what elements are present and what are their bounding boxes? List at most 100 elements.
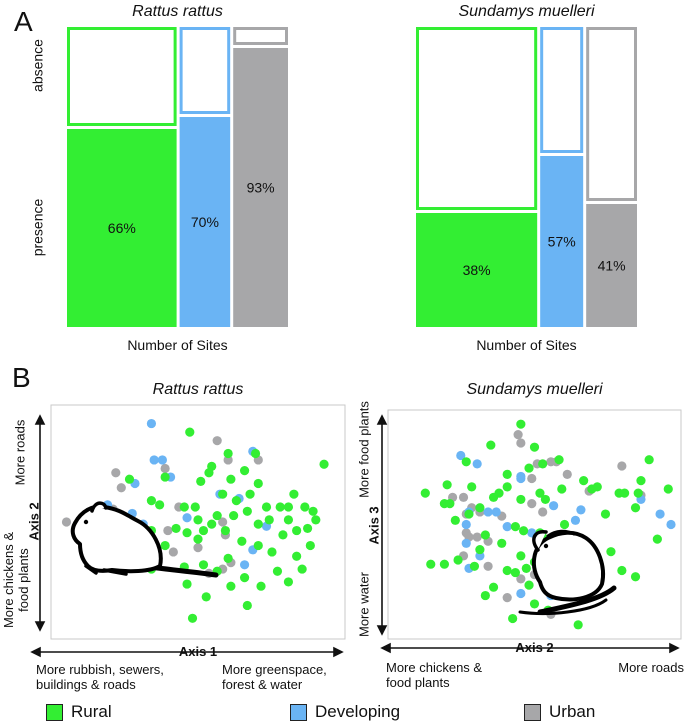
sundamys-point-developing [483, 507, 493, 517]
sundamys-point-rural [606, 547, 616, 557]
sundamys-x-arrow-right-head [669, 642, 680, 654]
legend-developing: Developing [290, 700, 400, 724]
sundamys-point-rural [516, 494, 526, 505]
sundamys-x-arrow-left-head [380, 642, 391, 654]
sundamys-point-rural [516, 551, 526, 561]
rattus-point-rural [245, 489, 255, 499]
sundamys-point-urban [472, 532, 482, 542]
rattus-x-arrow-left-head [30, 646, 41, 658]
sundamys-point-rural [442, 480, 452, 490]
sundamys-point-rural [510, 521, 520, 532]
mosaic-rattus-rural-percent-label: 66% [108, 220, 136, 236]
sundamys-point-urban [527, 473, 537, 484]
rattus-point-urban [193, 543, 203, 553]
rattus-point-rural [160, 540, 170, 551]
sundamys-point-rural [469, 561, 480, 571]
mosaic-sundamys-developing-presence-block [540, 156, 584, 327]
rattus-x-left-label: More rubbish, sewers, buildings & roads [36, 662, 164, 692]
rattus-point-rural [229, 510, 239, 521]
sundamys-mosaic-xlabel: Number of Sites [476, 337, 577, 353]
sundamys-point-urban [527, 499, 537, 509]
rattus-point-rural [250, 448, 261, 459]
sundamys-x-right-label: More roads [618, 660, 684, 675]
rattus-point-urban [218, 517, 228, 527]
sundamys-point-rural [445, 499, 455, 509]
rattus-scatter-title: Rattus rattus [152, 381, 244, 398]
sundamys-point-rural [521, 563, 531, 573]
rattus-point-rural [283, 577, 294, 587]
sundamys-point-developing [666, 519, 676, 530]
rattus-point-rural [155, 500, 165, 510]
legend-urban-label: Urban [549, 702, 596, 721]
mosaic-rattus-urban-absence-block [233, 27, 288, 45]
sundamys-point-developing [491, 507, 501, 517]
sundamys-point-rural [538, 459, 548, 469]
rattus-point-rural [201, 592, 211, 602]
rattus-point-rural [275, 502, 285, 512]
mosaic-layer: 66% 70% 93% 38% 57% 41% [67, 27, 638, 327]
mosaic-rattus-developing-presence-block [179, 117, 231, 327]
mosaic-sundamys-developing-percent-label: 57% [548, 234, 576, 250]
sundamys-scatter-frame [387, 409, 682, 640]
sundamys-x-left-label: More chickens & food plants [386, 660, 483, 690]
sundamys-point-rural [467, 482, 477, 492]
sundamys-point-rural [488, 492, 499, 502]
rattus-y-arrow-bottom-head [34, 621, 46, 632]
legend-rural-label: Rural [71, 702, 112, 721]
sundamys-point-rural [439, 559, 450, 569]
sundamys-point-rural [502, 482, 512, 492]
panel-b-letter: B [12, 362, 31, 393]
rattus-point-rural [311, 515, 321, 525]
rattus-point-rural [261, 502, 272, 512]
rattus-point-rural [204, 468, 214, 478]
sundamys-point-rural [644, 455, 654, 465]
sundamys-y-bottom-label: More water [356, 571, 372, 638]
rattus-point-rural [283, 515, 294, 525]
mosaic-rattus-rural-absence-block [67, 27, 177, 126]
rattus-y-top-label: More roads [12, 419, 28, 486]
rattus-point-urban [116, 483, 126, 493]
sundamys-mosaic-title: Sundamys muelleri [458, 3, 595, 20]
rattus-point-rural [237, 536, 247, 546]
sundamys-point-developing [549, 501, 559, 511]
sundamys-y-arrow-top-head [376, 414, 388, 425]
sundamys-point-urban [516, 574, 526, 584]
rattus-point-rural [218, 489, 228, 499]
sundamys-point-urban [516, 438, 526, 448]
sundamys-y-axis-title: Axis 3 [366, 506, 382, 545]
rattus-x-arrow-right-head [333, 646, 344, 658]
sundamys-point-rural [502, 469, 512, 479]
mosaic-sundamys-urban-presence-block [586, 204, 637, 327]
sundamys-point-rural [464, 509, 474, 519]
rattus-point-rural [253, 519, 263, 529]
legend-rural-swatch [46, 703, 63, 721]
sundamys-point-rural [535, 488, 545, 498]
sundamys-point-rural [502, 565, 512, 576]
rattus-x-right-label: More greenspace, forest & water [222, 662, 327, 692]
sundamys-point-rural [529, 442, 540, 452]
panel-a-letter: A [14, 6, 33, 37]
sundamys-point-rural [652, 534, 662, 544]
sundamys-point-rural [617, 565, 627, 576]
rattus-point-rural [264, 515, 274, 525]
rattus-point-rural [179, 502, 189, 512]
scatter-layer [61, 418, 676, 630]
mosaic-sundamys-urban-absence-block [586, 27, 638, 201]
sundamys-point-developing [456, 450, 466, 461]
rattus-point-rural [190, 502, 200, 512]
mosaic-rattus-developing-absence-block [179, 27, 231, 114]
mosaic-y-presence-label: presence [29, 198, 46, 257]
rattus-point-urban [223, 455, 233, 465]
rattus-point-rural [297, 564, 307, 574]
sundamys-point-rural [524, 580, 534, 590]
rattus-point-rural [305, 540, 315, 551]
rattus-point-rural [226, 474, 236, 484]
sundamys-point-rural [475, 544, 485, 555]
sundamys-point-rural [636, 476, 646, 486]
sundamys-point-rural [559, 519, 570, 530]
sundamys-point-rural [510, 567, 520, 578]
sundamys-point-rural [630, 572, 641, 582]
mosaic-rattus-rural-presence-block [67, 129, 177, 327]
sundamys-point-rural [529, 599, 540, 609]
rattus-point-rural [242, 600, 252, 611]
